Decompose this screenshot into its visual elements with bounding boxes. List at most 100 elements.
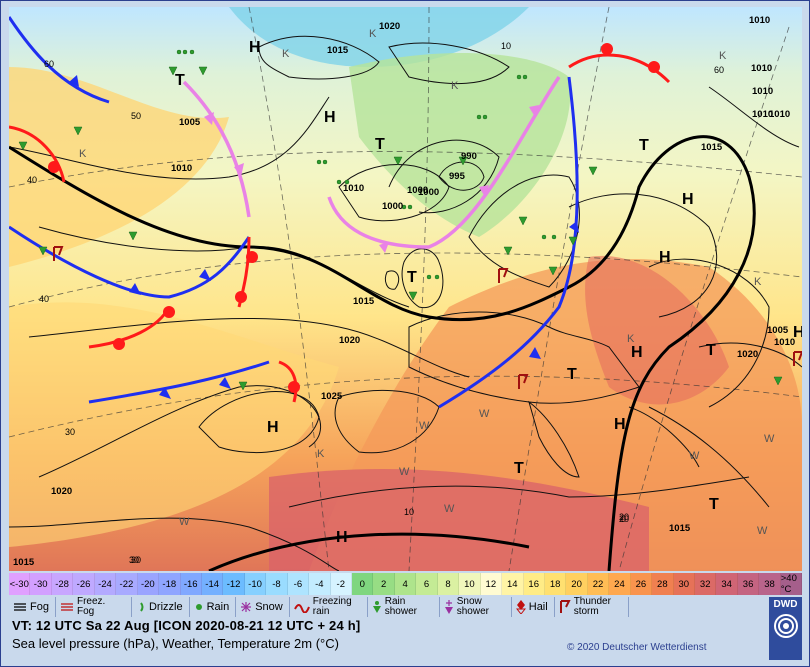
svg-text:K: K [317,448,325,460]
low-centre: T [709,496,719,513]
balkan-hot-area [585,255,729,405]
snow-shower-icon [444,600,454,614]
legend-cell: -20 [137,573,160,595]
isobar-label: 1010 [751,63,772,74]
svg-text:W: W [757,525,768,537]
high-centre: H [249,39,261,56]
isobar-label: 1005 [767,325,789,336]
isobar-label: 1020 [51,486,72,497]
warm-front [568,53,671,84]
legend-symbol-label: Rain shower [384,596,417,617]
graticule-label: 30 [129,555,139,565]
legend-symbol-snow: Snow [236,597,290,617]
legend-cell: 12 [480,573,503,595]
green-scandinavia-area [349,53,571,237]
isobar-label: 1010 [769,109,790,120]
svg-text:K: K [79,148,87,160]
legend-symbol-label: Freez. Fog [76,596,106,617]
freezing-fog-icon [60,601,74,613]
svg-text:W: W [179,516,190,528]
legend-cell: 14 [502,573,524,595]
fog-icon [13,601,27,613]
high-centre: H [682,191,694,208]
graticule-label: 50 [131,111,141,121]
high-centre: H [324,109,336,126]
weather-map: H H H H H H H H H T T T T T T T T K K K K K… [9,7,802,571]
isobar-label: 1015 [669,523,691,534]
legend-cell: 28 [652,573,674,595]
low-centre: T [706,342,716,359]
graticule-label: 40 [39,294,49,304]
svg-text:K: K [627,333,635,345]
legend-cell: -28 [51,573,74,595]
legend-symbol-label: Fog [30,601,49,613]
graticule-label: 60 [44,59,54,69]
legend-symbol-rain-shower: Rain shower [368,597,440,617]
graticule-label: 30 [65,427,75,437]
rain-shower-icon [372,600,382,614]
atlantic-warm-area [9,67,229,267]
legend-cell: 38 [759,573,781,595]
legend-cell: 30 [673,573,695,595]
legend-cell: 36 [737,573,760,595]
legend-symbol-label: Hail [528,601,548,613]
front-markers [48,43,660,399]
legend-cell: -4 [309,573,331,595]
legend-cell: -2 [330,573,352,595]
graticule-label: 20 [619,512,629,522]
legend-symbol-label: Drizzle [148,601,183,613]
legend-cell: -6 [287,573,310,595]
isobar-label: 1010 [749,15,770,26]
isobar-label: 1005 [179,117,201,128]
legend-symbol-freezing-fog: Freez. Fog [56,597,132,617]
high-centre: H [631,344,643,361]
legend-symbol-label: Rain [206,601,230,613]
isobar-label: 1000 [418,187,439,198]
svg-text:K: K [451,80,459,92]
legend-cell: 6 [416,573,438,595]
svg-text:W: W [689,450,700,462]
svg-text:W: W [419,420,430,432]
low-centre: T [175,72,185,89]
isobar-label: 1010 [774,337,795,348]
valid-time-text: VT: 12 UTC Sa 22 Aug [ICON 2020-08-21 12… [12,618,361,633]
legend-cell: -16 [180,573,202,595]
isobar-label: 1020 [379,21,400,32]
legend-symbol-rain: Rain [190,597,237,617]
legend-cell: -24 [94,573,117,595]
isobar-label: 1015 [701,142,723,153]
dwd-logo: DWD [769,597,802,660]
legend-cell: -14 [201,573,224,595]
legend-cell: 26 [630,573,653,595]
legend-cell: 16 [523,573,545,595]
cold-front [438,76,579,409]
graticule-label: 40 [27,175,37,185]
legend-symbol-fog: Fog [9,597,56,617]
isobar-label: 1010 [752,109,773,120]
atlantic-warm-area-south [9,302,339,547]
legend-cell: -8 [266,573,288,595]
cool-greenland-area [229,7,529,67]
svg-text:W: W [399,466,410,478]
hail-icon [515,600,526,614]
isobar-label: 1020 [339,335,360,346]
legend-cell: -26 [73,573,95,595]
legend-cell: -30 [30,573,52,595]
isobar-label: 1025 [321,391,343,402]
legend-cell: 2 [373,573,395,595]
graticule-label: 30 [131,555,141,565]
graticule-label: 0 [621,514,626,524]
occluded-front [182,80,251,218]
map-canvas: H H H H H H H H H T T T T T T T T K K K K K… [9,7,802,571]
legend-symbol-drizzle: Drizzle [132,597,190,617]
legend-symbol-thunderstorm: Thunder storm [555,597,629,617]
cold-front [9,16,110,104]
copyright-text: © 2020 Deutscher Wetterdienst [567,642,707,653]
legend-cell: -18 [159,573,181,595]
dwd-swirl-icon [773,614,798,638]
svg-text:K: K [369,28,377,40]
legend-symbol-label: Thunder storm [573,596,611,617]
legend-cell: >40 °C [780,573,803,595]
legend-symbol-hail: Hail [512,597,555,617]
